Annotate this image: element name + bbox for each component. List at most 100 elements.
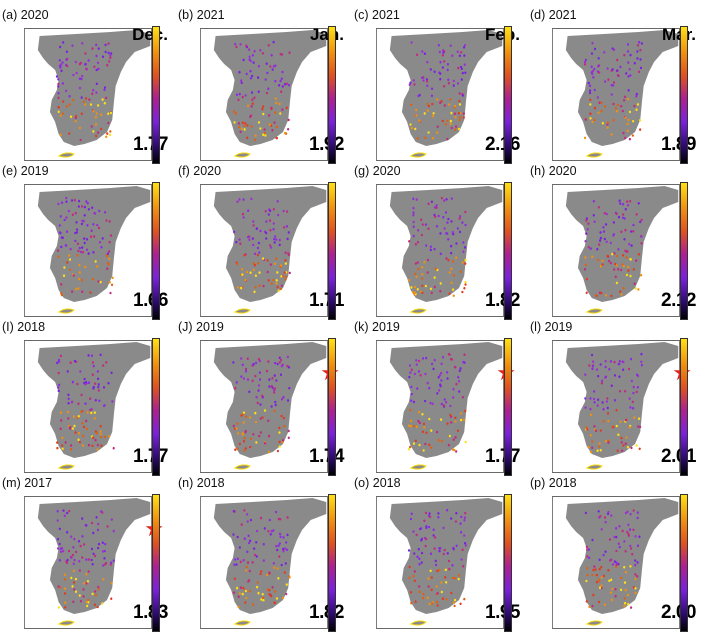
station-point (414, 127, 417, 131)
station-point (640, 363, 643, 367)
month-label: Dec. (132, 25, 168, 44)
station-point (233, 563, 236, 566)
station-point (434, 559, 437, 563)
station-point (109, 234, 113, 237)
station-point (246, 520, 249, 523)
station-point (66, 64, 69, 68)
panel-title: (a) 2020 (2, 8, 49, 22)
station-point (421, 412, 424, 416)
station-point (69, 425, 72, 429)
station-point (433, 358, 436, 362)
station-point (251, 54, 254, 57)
station-point (624, 418, 628, 422)
station-point (82, 219, 85, 223)
station-point (584, 239, 587, 243)
station-point (427, 577, 430, 580)
station-point (455, 242, 458, 245)
station-point (57, 78, 60, 81)
station-point (443, 227, 446, 230)
station-point (272, 562, 275, 565)
station-point (436, 98, 439, 101)
station-point (421, 284, 424, 288)
station-point (417, 410, 421, 414)
station-point (81, 74, 84, 78)
station-point (459, 530, 463, 534)
station-point (91, 47, 94, 50)
station-point (593, 425, 596, 428)
station-point (83, 205, 87, 209)
station-point (65, 50, 69, 54)
station-point (240, 286, 243, 290)
station-point (72, 546, 75, 549)
station-point (457, 577, 460, 581)
station-point (595, 368, 599, 371)
station-point (440, 379, 443, 382)
station-point (424, 284, 428, 288)
jeju-island (409, 152, 428, 158)
station-point (248, 55, 251, 59)
station-point (92, 223, 95, 226)
station-point (615, 408, 618, 412)
station-point (259, 417, 262, 420)
station-point (622, 360, 625, 364)
station-point (79, 370, 82, 373)
map-svg (552, 496, 680, 629)
station-point (273, 409, 276, 413)
station-point (253, 263, 256, 267)
station-point (600, 565, 603, 569)
station-point (607, 259, 611, 263)
station-point (593, 220, 596, 223)
station-point (57, 96, 60, 100)
station-point (604, 294, 608, 297)
station-point (60, 546, 64, 550)
station-point (83, 214, 86, 217)
station-point (585, 545, 588, 549)
station-point (95, 54, 98, 58)
station-point (616, 103, 620, 107)
land-mass (389, 186, 503, 302)
station-point (633, 104, 636, 108)
station-point (442, 51, 445, 54)
station-point (105, 135, 108, 139)
station-point (61, 236, 64, 239)
station-point (630, 446, 633, 450)
station-point (623, 389, 627, 393)
station-point (288, 386, 291, 390)
land-mass (389, 30, 503, 146)
station-point (408, 83, 411, 86)
station-point (84, 52, 87, 55)
station-point (103, 557, 106, 560)
station-point (622, 264, 625, 268)
station-point (605, 240, 608, 244)
station-point (607, 510, 610, 514)
station-point (249, 76, 253, 80)
station-point (244, 367, 248, 371)
station-point (597, 206, 600, 209)
station-point (447, 217, 450, 221)
station-point (249, 114, 253, 117)
station-point (449, 98, 452, 101)
station-point (60, 419, 63, 422)
station-point (599, 363, 602, 366)
colorbar (328, 26, 336, 164)
station-point (413, 579, 416, 583)
station-point (235, 427, 238, 430)
station-point (280, 53, 284, 56)
station-point (444, 211, 448, 214)
station-point (461, 548, 464, 552)
station-point (274, 235, 277, 238)
station-point (453, 365, 456, 369)
station-point (616, 58, 619, 62)
station-point (630, 230, 633, 233)
station-point (99, 353, 102, 357)
station-point (417, 419, 420, 423)
station-point (424, 537, 428, 541)
station-point (258, 378, 262, 381)
map-panel: (f) 2020 1.71 (178, 164, 354, 320)
station-point (249, 416, 252, 419)
station-point (80, 205, 84, 208)
station-point (287, 83, 291, 87)
station-point (93, 554, 97, 558)
